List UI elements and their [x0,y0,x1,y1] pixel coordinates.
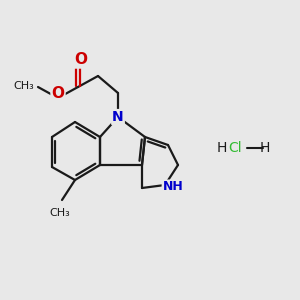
Text: H: H [260,141,270,155]
Text: O: O [74,52,88,68]
Text: NH: NH [163,181,183,194]
Text: CH₃: CH₃ [13,81,34,91]
Text: H: H [217,141,227,155]
Text: Cl: Cl [228,141,242,155]
Text: N: N [112,110,124,124]
Text: CH₃: CH₃ [50,208,70,218]
Text: O: O [52,86,64,101]
